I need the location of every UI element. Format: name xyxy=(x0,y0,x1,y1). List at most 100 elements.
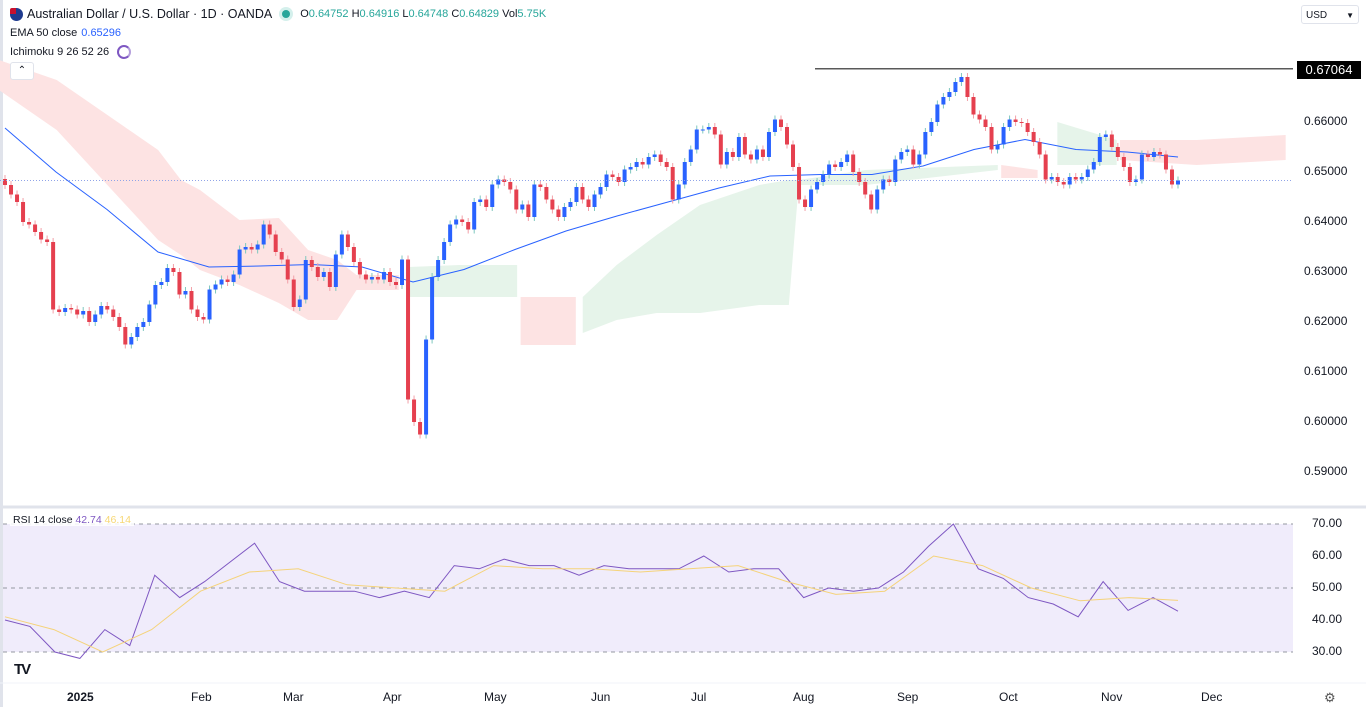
candle-body xyxy=(941,97,946,105)
candle-body xyxy=(442,242,447,260)
ichimoku-cloud-bull xyxy=(1057,122,1117,165)
candle-body xyxy=(45,239,50,242)
candle-body xyxy=(803,199,808,207)
candle-body xyxy=(1067,177,1072,185)
candle-body xyxy=(736,137,741,157)
ichimoku-cloud-bear xyxy=(0,60,399,320)
candle-body xyxy=(339,234,344,255)
symbol-title[interactable]: Australian Dollar / U.S. Dollar · 1D · O… xyxy=(27,7,273,21)
price-tick-label: 0.63000 xyxy=(1304,264,1348,278)
candle-body xyxy=(129,337,134,345)
candle-body xyxy=(1115,147,1120,157)
candle-body xyxy=(995,144,1000,150)
ichimoku-cloud-bear xyxy=(520,297,576,345)
candle-body xyxy=(243,247,248,250)
candle-body xyxy=(1049,177,1054,180)
candle-body xyxy=(1019,122,1024,123)
candle-body xyxy=(989,127,994,150)
ema-50-line xyxy=(4,127,1179,283)
symbol-legend: Australian Dollar / U.S. Dollar · 1D · O… xyxy=(10,7,546,21)
candle-body xyxy=(159,282,164,285)
collapse-legend-button[interactable]: ⌃ xyxy=(10,62,34,80)
ichimoku-legend[interactable]: Ichimoku 9 26 52 26 xyxy=(10,45,132,59)
price-tick-label: 0.61000 xyxy=(1304,364,1348,378)
candle-body xyxy=(748,154,753,160)
candle-body xyxy=(694,129,699,150)
candle-body xyxy=(297,299,302,307)
candle-body xyxy=(93,314,98,322)
candle-body xyxy=(851,154,856,172)
rsi-ma-value: 46.14 xyxy=(104,514,131,526)
candle-body xyxy=(418,422,423,435)
market-open-icon xyxy=(282,10,291,18)
rsi-tick-label: 30.00 xyxy=(1312,644,1343,658)
candle-body xyxy=(135,327,140,337)
candle-body xyxy=(532,184,537,217)
candle-body xyxy=(201,317,206,320)
candle-body xyxy=(634,162,639,167)
candle-body xyxy=(141,322,146,327)
candle-body xyxy=(520,204,525,210)
time-tick-label: Jun xyxy=(591,690,611,704)
price-tick-label: 0.62000 xyxy=(1304,314,1348,328)
candle-body xyxy=(766,132,771,157)
rsi-label: RSI 14 close xyxy=(13,514,73,526)
candle-body xyxy=(207,289,212,320)
candle-body xyxy=(1127,167,1132,182)
candle-body xyxy=(3,179,7,185)
candle-body xyxy=(670,167,675,200)
candle-body xyxy=(1169,169,1174,185)
candle-body xyxy=(81,311,86,315)
candle-body xyxy=(490,184,495,207)
candle-body xyxy=(123,327,128,345)
rsi-legend[interactable]: RSI 14 close 42.74 46.14 xyxy=(10,514,134,526)
candle-body xyxy=(267,224,272,235)
tradingview-logo[interactable]: TV xyxy=(14,661,31,678)
time-tick-label: Aug xyxy=(793,690,815,704)
candle-body xyxy=(225,279,230,282)
candle-body xyxy=(27,222,32,225)
candle-body xyxy=(478,199,483,202)
candle-body xyxy=(1037,142,1042,155)
candle-body xyxy=(51,242,56,310)
rsi-tick-label: 70.00 xyxy=(1312,516,1343,530)
candle-body xyxy=(255,244,260,250)
candle-body xyxy=(189,291,194,310)
candle-body xyxy=(375,277,380,280)
candle-body xyxy=(111,309,116,317)
chevron-up-icon: ⌃ xyxy=(17,65,27,76)
ichimoku-cloud-bull xyxy=(582,165,998,333)
candle-body xyxy=(815,182,820,190)
candle-body xyxy=(213,284,218,290)
candle-body xyxy=(917,154,922,165)
candle-body xyxy=(117,317,122,327)
candle-body xyxy=(1145,154,1150,157)
ema-label: EMA 50 close xyxy=(10,27,78,39)
ema-value: 0.65296 xyxy=(81,27,122,39)
candle-body xyxy=(899,152,904,160)
candle-body xyxy=(598,187,603,195)
candle-body xyxy=(231,274,236,282)
currency-select[interactable]: USD ▼ xyxy=(1301,5,1359,24)
candle-body xyxy=(69,308,74,310)
candle-body xyxy=(303,260,308,300)
candle-body xyxy=(39,232,44,240)
candle-body xyxy=(484,199,489,207)
candle-body xyxy=(454,219,459,225)
ema-legend[interactable]: EMA 50 close 0.65296 xyxy=(10,27,121,39)
candle-body xyxy=(195,309,200,317)
candle-body xyxy=(730,152,735,157)
time-tick-label: Feb xyxy=(191,690,212,704)
candle-body xyxy=(363,274,368,280)
candle-body xyxy=(706,127,711,130)
candle-body xyxy=(875,189,880,210)
gear-icon[interactable]: ⚙ xyxy=(1324,690,1336,705)
candle-body xyxy=(718,134,723,165)
candle-body xyxy=(1176,180,1180,185)
time-tick-label: Oct xyxy=(999,690,1018,704)
candle-body xyxy=(249,247,254,250)
candle-body xyxy=(1079,177,1084,180)
price-tick-label: 0.65000 xyxy=(1304,164,1348,178)
price-tick-label: 0.66000 xyxy=(1304,114,1348,128)
